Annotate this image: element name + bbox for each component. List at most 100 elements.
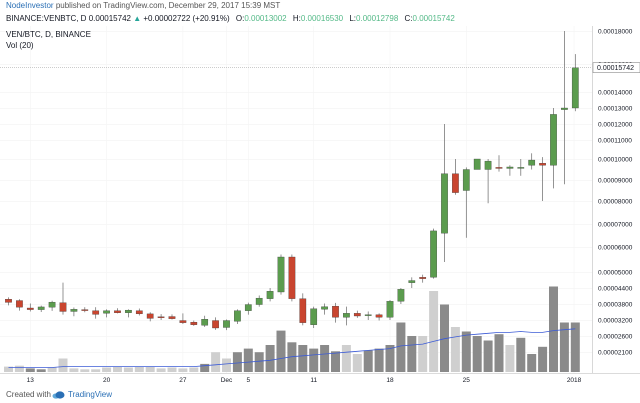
candle [310,306,318,328]
volume-bar [570,322,580,372]
volume-bar [80,369,90,372]
candle [146,312,154,322]
volume-bar [320,345,330,372]
volume-bar [14,365,24,372]
price-tick-label: 0.00003800 [598,302,633,309]
volume-bar [4,366,13,372]
volume-bar [363,350,373,372]
volume-bar [69,368,79,372]
price-tick-label: 0.00002600 [598,334,633,341]
low-value: 0.00012798 [356,14,399,23]
volume-bar [396,322,406,372]
volume-bar [134,366,144,372]
candle [386,300,394,320]
candle [571,54,579,112]
candle [375,313,383,321]
volume-bar [385,345,395,372]
candle [103,309,110,318]
volume-ma-line [8,328,576,368]
candle [16,299,23,311]
price-tick-label: 0.00004400 [598,286,633,293]
candle [441,124,448,262]
candle [201,315,209,327]
volume-bar [123,367,133,372]
time-tick-label: 2018 [567,377,582,384]
candle [343,306,350,326]
volume-bar [167,367,177,372]
candle [234,309,241,324]
candle [37,305,45,312]
candle [462,167,470,238]
volume-bar [429,291,439,372]
volume-bar [211,352,221,372]
candle [157,314,165,320]
low-label: L: [349,14,357,23]
created-with-label: Created with [6,390,51,399]
candle [452,159,459,195]
candle [114,308,121,314]
volume-bar [189,367,199,372]
candle [92,307,100,319]
candle [26,303,34,312]
publish-header: NodeInvestor published on TradingView.co… [0,0,640,11]
high-value: 0.00016530 [300,14,344,23]
candle [430,228,437,279]
candle [539,157,546,201]
volume-bar [516,337,526,372]
price-axis[interactable]: 0.000180000.000160000.000140000.00013000… [598,29,633,357]
candle [168,314,176,320]
volume-bar [352,354,362,372]
candle [277,254,285,295]
candle [223,319,230,331]
candle [517,159,525,176]
volume-legend[interactable]: Vol (20) [6,41,34,50]
candle [288,254,296,302]
price-tick-label: 0.00014000 [598,90,633,97]
candle [397,288,405,304]
price-tick-label: 0.00007000 [598,222,633,229]
price-tick-label: 0.00008000 [598,199,633,206]
author-link[interactable]: NodeInvestor [6,1,54,10]
volume-bar [145,366,155,372]
price-tick-label: 0.00011000 [598,138,632,145]
time-tick-label: 25 [463,377,471,384]
candle [81,307,89,313]
footer: Created with TradingView [0,389,640,403]
time-tick-label: 20 [103,377,111,384]
volume-bar [494,334,504,372]
close-value: 0.00015742 [412,14,455,23]
candle [332,302,339,323]
price-tick-label: 0.00010000 [598,157,633,164]
volume-bar [232,352,242,372]
candle [528,153,536,170]
time-tick-label: 27 [179,377,187,384]
candle [364,311,372,320]
series-legend[interactable]: VEN/BTC, D, BINANCE [6,30,91,39]
candle [484,159,492,204]
symbol-name: BINANCE:VENBTC, D [6,14,87,23]
price-tick-label: 0.00009000 [598,178,633,185]
grid-lines [0,26,592,373]
volume-bar [276,330,286,372]
volume-bar [538,346,548,372]
tradingview-link[interactable]: TradingView [68,390,113,399]
candle [321,303,328,315]
volume-bar [47,367,57,372]
volume-bar [483,340,493,372]
candle [70,307,78,317]
price-tick-label: 0.00013000 [598,106,633,113]
volume-bar [25,368,35,372]
time-tick-label: 18 [386,377,394,384]
candle [299,293,307,326]
time-axis[interactable]: 13 20 27 Dec 5 11 18 25 2018 [27,377,582,384]
candle [506,165,514,176]
time-tick-label: 11 [310,377,317,384]
candle [244,302,252,315]
price-tick-label: 0.00018000 [598,29,633,36]
price-tick-label: 0.00006000 [598,245,633,252]
volume-bar [450,327,460,372]
volume-bar [254,352,264,372]
price-change: +0.00002722 (+20.91%) [143,14,230,23]
volume-bar [178,368,188,372]
